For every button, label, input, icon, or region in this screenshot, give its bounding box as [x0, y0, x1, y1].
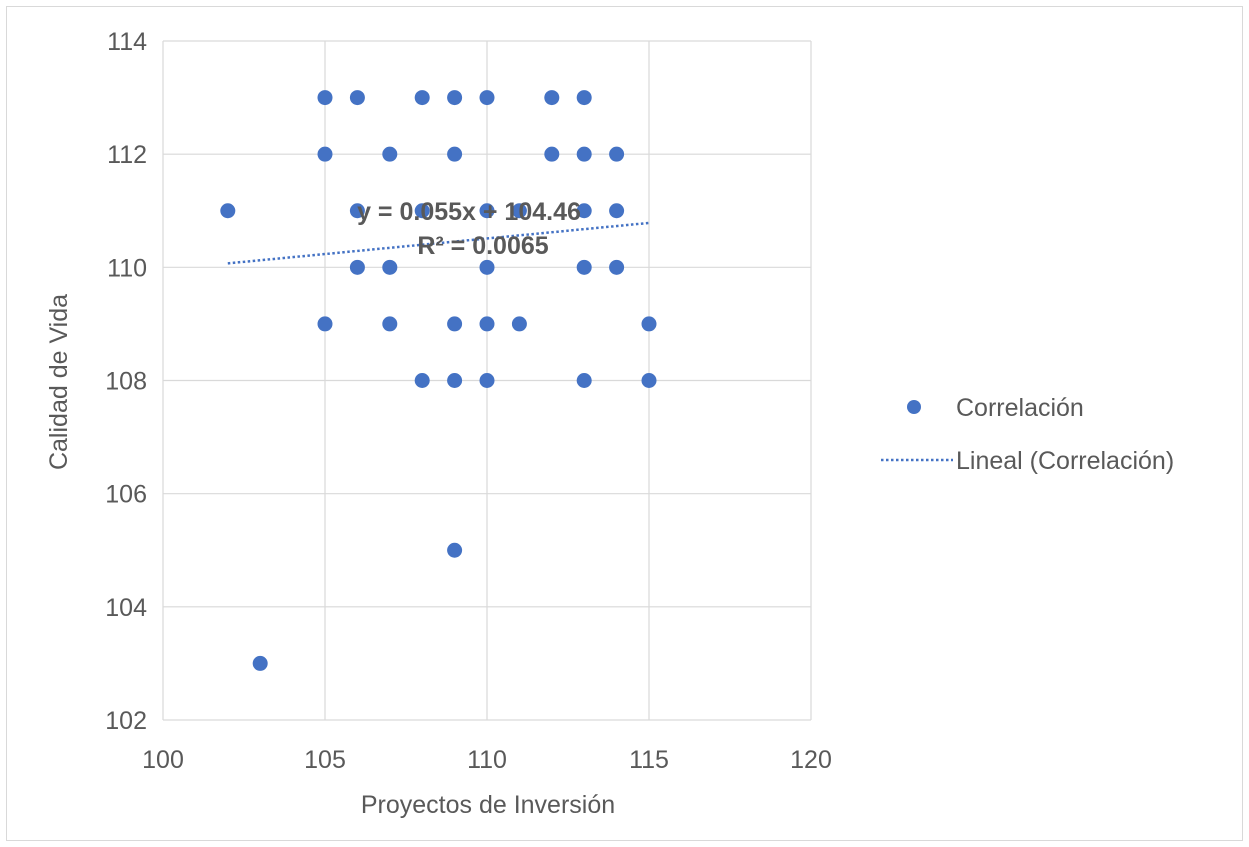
data-point [641, 373, 657, 388]
y-axis-title: Calidad de Vida [45, 294, 73, 470]
data-point [479, 203, 495, 219]
y-tick-label: 112 [107, 141, 147, 169]
data-point [641, 316, 657, 332]
data-point [609, 146, 625, 162]
data-point [447, 542, 463, 558]
data-point [447, 146, 463, 162]
y-tick-label: 108 [105, 368, 147, 396]
data-point [447, 90, 463, 106]
x-axis-title: Proyectos de Inversión [361, 791, 615, 819]
data-point [479, 316, 495, 332]
data-point [447, 316, 463, 332]
data-point [382, 316, 398, 332]
data-point [511, 316, 527, 332]
legend: Correlación Lineal (Correlación) [881, 394, 1174, 475]
data-points [220, 90, 657, 671]
data-point [479, 90, 495, 106]
data-point [447, 373, 463, 388]
chart-frame [6, 6, 1243, 841]
legend-label-correlacion: Correlación [956, 394, 1084, 422]
x-tick-label: 105 [304, 746, 346, 774]
data-point [317, 146, 333, 162]
legend-label-trendline: Lineal (Correlación) [956, 447, 1174, 475]
x-tick-label: 100 [142, 746, 184, 774]
data-point [349, 259, 365, 275]
data-point [576, 90, 592, 106]
x-tick-labels: 100 105 110 115 120 [142, 746, 832, 774]
x-tick-label: 120 [790, 746, 832, 774]
trendline [227, 221, 650, 265]
data-point [511, 203, 527, 219]
y-tick-labels: 102 104 106 108 110 112 114 [105, 28, 147, 735]
data-point [414, 90, 430, 106]
data-point [609, 259, 625, 275]
x-tick-label: 115 [629, 746, 669, 774]
data-point [544, 146, 560, 162]
data-point [317, 316, 333, 332]
legend-marker-correlacion [907, 400, 921, 414]
trendline-r-squared: R² = 0.0065 [417, 232, 548, 260]
data-point [220, 203, 236, 219]
y-tick-label: 104 [105, 594, 147, 622]
data-point [382, 146, 398, 162]
data-point [576, 373, 592, 388]
data-point [576, 203, 592, 219]
data-point [479, 259, 495, 275]
data-point [317, 90, 333, 106]
y-tick-label: 102 [105, 707, 147, 735]
trendline-equation: y = 0.055x + 104.46 [357, 198, 581, 226]
x-tick-label: 110 [467, 746, 507, 774]
data-point [576, 259, 592, 275]
data-point [414, 373, 430, 388]
data-point [349, 203, 365, 219]
data-point [414, 203, 430, 219]
data-point [349, 90, 365, 106]
y-tick-label: 106 [105, 481, 147, 509]
y-tick-label: 110 [107, 254, 147, 282]
trendline-group [227, 221, 650, 265]
data-point [609, 203, 625, 219]
data-point [382, 259, 398, 275]
data-point [544, 90, 560, 106]
y-tick-label: 114 [107, 28, 147, 56]
data-point [576, 146, 592, 162]
data-point [479, 373, 495, 388]
data-point [252, 655, 268, 671]
